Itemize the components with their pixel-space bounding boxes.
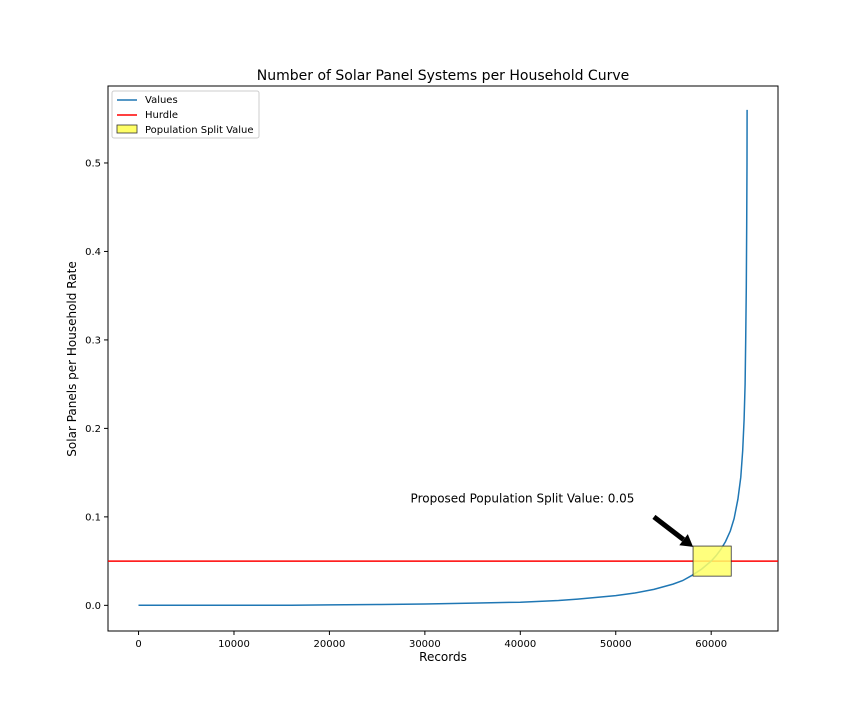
x-tick-label: 20000 xyxy=(314,639,346,650)
plot-area xyxy=(107,85,779,632)
y-tick-label: 0.5 xyxy=(85,158,101,169)
chart-title: Number of Solar Panel Systems per Househ… xyxy=(257,68,629,84)
legend-hurdle-label: Hurdle xyxy=(145,110,178,121)
x-tick-label: 30000 xyxy=(409,639,441,650)
tick-group: 0 10000 20000 30000 40000 50000 60000 0.0 0.1 0.2… xyxy=(85,158,727,650)
marks-group xyxy=(108,109,778,607)
y-tick-label: 0.0 xyxy=(85,601,101,612)
values-line xyxy=(138,109,748,607)
y-tick-label: 0.1 xyxy=(85,512,101,523)
x-tick-label: 40000 xyxy=(504,639,536,650)
annotation-text: Proposed Population Split Value: 0.05 xyxy=(411,492,635,506)
x-tick-label: 10000 xyxy=(218,639,250,650)
legend-frame xyxy=(111,90,260,139)
population-split-box xyxy=(692,545,732,577)
legend: Values Hurdle Population Split Value xyxy=(111,90,260,139)
annotation-arrow-head xyxy=(679,534,694,547)
y-tick-label: 0.4 xyxy=(85,247,101,258)
x-tick-label: 50000 xyxy=(600,639,632,650)
x-tick-label: 0 xyxy=(135,639,141,650)
legend-values-label: Values xyxy=(145,95,178,106)
y-axis-label: Solar Panels per Household Rate xyxy=(65,261,79,456)
x-tick-label: 60000 xyxy=(695,639,727,650)
x-axis-label: Records xyxy=(419,650,467,664)
legend-split-label: Population Split Value xyxy=(145,125,254,136)
annotation-arrow-shaft xyxy=(652,514,686,542)
y-tick-label: 0.3 xyxy=(85,335,101,346)
y-tick-label: 0.2 xyxy=(85,424,101,435)
legend-split-swatch xyxy=(116,124,138,134)
